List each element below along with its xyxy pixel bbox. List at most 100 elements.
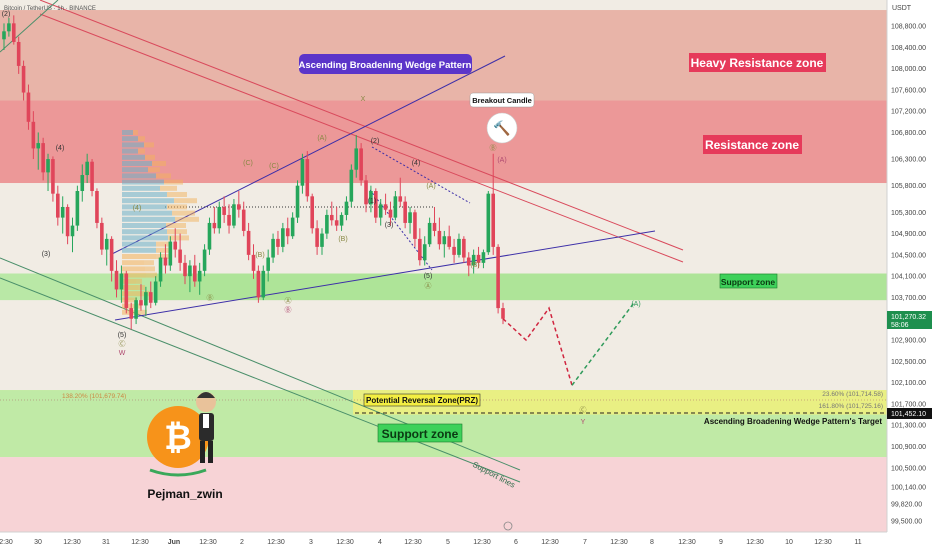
candle-body <box>168 241 173 266</box>
candle-body <box>388 209 393 218</box>
wave-label: (B) <box>470 262 479 269</box>
candle-body <box>173 241 178 250</box>
current-price-tag: 101,270.32 58:06 <box>887 311 932 329</box>
volume-profile-bar <box>122 173 156 179</box>
reset-view-icon[interactable] <box>503 521 513 531</box>
candle-body <box>285 228 290 237</box>
resistance-line-lower <box>39 13 684 263</box>
candle-body <box>344 201 349 215</box>
wave-label: (C) <box>243 160 253 167</box>
candle-body <box>413 212 417 239</box>
prz-box: Potential Reversal Zone(PRZ) <box>363 393 481 407</box>
time-tick-label: 12:30 <box>404 539 422 546</box>
volume-profile-bar-sell <box>148 167 160 173</box>
candle-body <box>56 193 60 218</box>
countdown-value: 58:06 <box>891 322 909 329</box>
candle-body <box>329 214 334 221</box>
candle-body <box>227 214 231 226</box>
candle-body <box>325 214 329 234</box>
pattern-title-box: Ascending Broadening Wedge Pattern <box>299 54 472 74</box>
price-tick-label: 107,200.00 <box>891 109 926 116</box>
wave-label: (1) <box>368 198 377 205</box>
wave-label: (3) <box>385 222 394 229</box>
candle-body <box>334 220 339 226</box>
time-tick-label: 5 <box>446 539 450 546</box>
volume-profile-bar-sell <box>144 260 154 266</box>
candle-body <box>261 270 266 298</box>
volume-profile-bar <box>122 154 145 160</box>
symbol-header: Bitcoin / TetherUS · 1h · BINANCE <box>4 6 96 12</box>
candle-body <box>100 222 104 250</box>
time-tick-label: 12:30 <box>63 539 81 546</box>
price-tick-label: 104,900.00 <box>891 231 926 238</box>
wave-label: Y <box>581 419 586 426</box>
time-tick-label: 12:30 <box>678 539 696 546</box>
volume-profile-bar <box>122 241 156 247</box>
time-tick-label: 9 <box>719 539 723 546</box>
candle-body <box>349 169 354 202</box>
target-price-value: 101,452.10 <box>891 411 926 418</box>
time-axis[interactable]: 2:30 30 12:30 31 12:30 Jun 12:30 2 12:30 3 12:30 4 1… <box>0 531 932 550</box>
volume-profile-bar-sell <box>144 142 154 148</box>
time-tick-label: 12:30 <box>199 539 217 546</box>
candle-body <box>158 257 163 282</box>
candle-body <box>124 273 129 309</box>
volume-profile-bar <box>122 260 144 266</box>
volume-profile-bar-sell <box>138 148 145 154</box>
candle-body <box>339 214 344 226</box>
price-tick-label: 108,400.00 <box>891 45 926 52</box>
heavy-resistance-label: Heavy Resistance zone <box>691 56 824 70</box>
time-tick-label: 3 <box>309 539 313 546</box>
candle-body <box>281 228 285 247</box>
volume-profile-bar <box>122 223 166 228</box>
candle-body <box>95 191 99 223</box>
candle-body <box>501 308 505 319</box>
wave-label: (A) <box>317 135 326 142</box>
volume-profile-bar-sell <box>135 303 141 309</box>
candle-body <box>7 23 11 32</box>
volume-profile-bar <box>122 130 133 135</box>
candle-body <box>109 238 114 271</box>
time-tick-label: 31 <box>102 539 110 546</box>
time-tick-label: 8 <box>650 539 654 546</box>
volume-profile-bar-sell <box>175 216 199 222</box>
volume-profile-bar <box>122 272 146 278</box>
candle-body <box>447 236 451 247</box>
volume-profile-bar-sell <box>174 198 197 204</box>
candle-body <box>305 159 310 197</box>
target-label: Ascending Broadening Wedge Pattern's Tar… <box>704 417 882 426</box>
candle-body <box>486 193 491 253</box>
volume-profile-bar-sell <box>156 241 171 247</box>
time-tick-label: 11 <box>854 539 861 546</box>
candle-body <box>232 204 236 226</box>
price-tick-label: 100,140.00 <box>891 484 926 491</box>
price-tick-label: 102,900.00 <box>891 338 926 345</box>
candle-body <box>85 161 89 176</box>
price-axis[interactable]: 108,800.00 108,400.00 108,000.00 107,600.00… <box>886 0 932 550</box>
candle-body <box>427 222 432 245</box>
bitcoin-symbol: ₿ <box>164 419 192 457</box>
candle-body <box>246 230 251 255</box>
volume-profile-bar-sell <box>160 185 177 191</box>
support-line-lower <box>0 277 521 483</box>
cartoon-figure-icon <box>196 392 216 463</box>
price-tick-label: 100,500.00 <box>891 465 926 472</box>
volume-profile-bar-sell <box>145 266 155 272</box>
volume-profile-bar <box>122 198 174 204</box>
wave-label: (B) <box>338 236 347 243</box>
price-tick-label: 108,800.00 <box>891 24 926 31</box>
volume-profile-bar <box>122 161 152 166</box>
candle-body <box>422 244 427 261</box>
resistance-box: Resistance zone <box>703 135 802 154</box>
price-tick-label: 106,800.00 <box>891 130 926 137</box>
volume-profile-bar-sell <box>167 229 187 235</box>
wave-label: (A) <box>497 157 506 164</box>
candle-body <box>300 159 305 186</box>
time-tick-label: 12:30 <box>610 539 628 546</box>
candle-body <box>183 262 187 277</box>
candle-body <box>153 281 158 303</box>
candle-body <box>452 246 456 255</box>
price-tick-label: 103,700.00 <box>891 295 926 302</box>
